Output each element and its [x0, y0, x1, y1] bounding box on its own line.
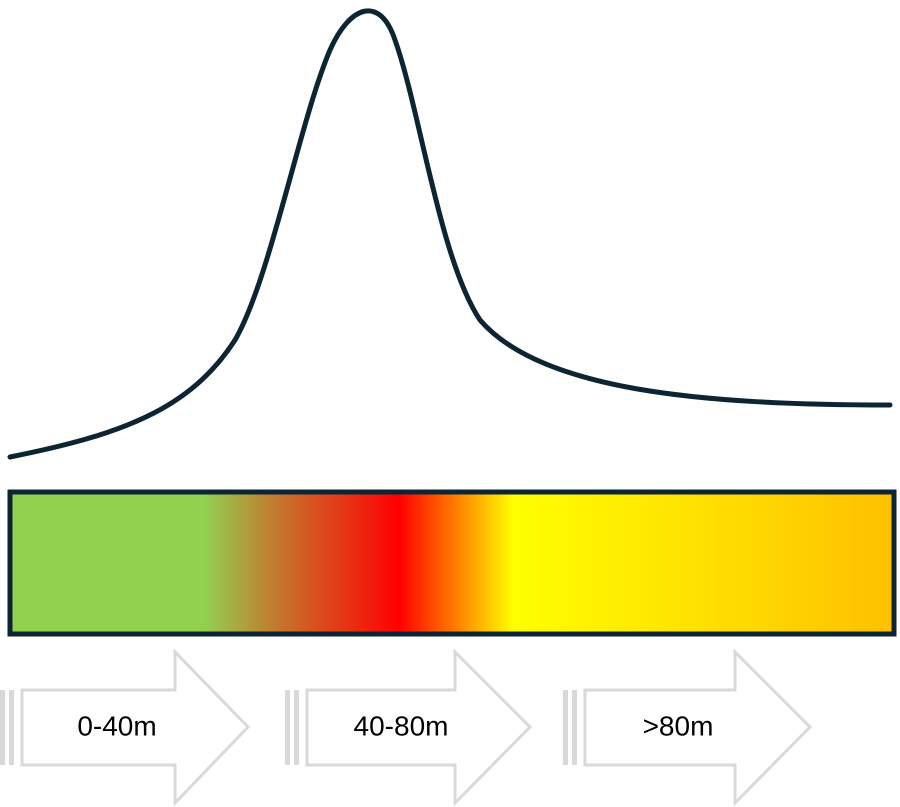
arrow: >80m: [563, 648, 813, 807]
arrow-stripe: [563, 690, 568, 765]
arrow-label: 40-80m: [354, 710, 449, 741]
arrow: 0-40m: [0, 648, 251, 807]
arrow-shape: [583, 648, 813, 807]
arrow-stripe: [9, 690, 14, 765]
arrow: 40-80m: [285, 648, 533, 807]
arrow-stripe: [294, 690, 299, 765]
arrow-label: 0-40m: [77, 710, 156, 741]
arrow-stripe: [572, 690, 577, 765]
arrow-label: >80m: [643, 710, 714, 741]
arrow-stripe: [0, 690, 5, 765]
arrow-stripe: [285, 690, 290, 765]
gradient-bar: [7, 489, 897, 637]
peak-curve: [7, 8, 893, 460]
arrow-shape: [20, 648, 251, 807]
arrow-shape: [305, 648, 533, 807]
